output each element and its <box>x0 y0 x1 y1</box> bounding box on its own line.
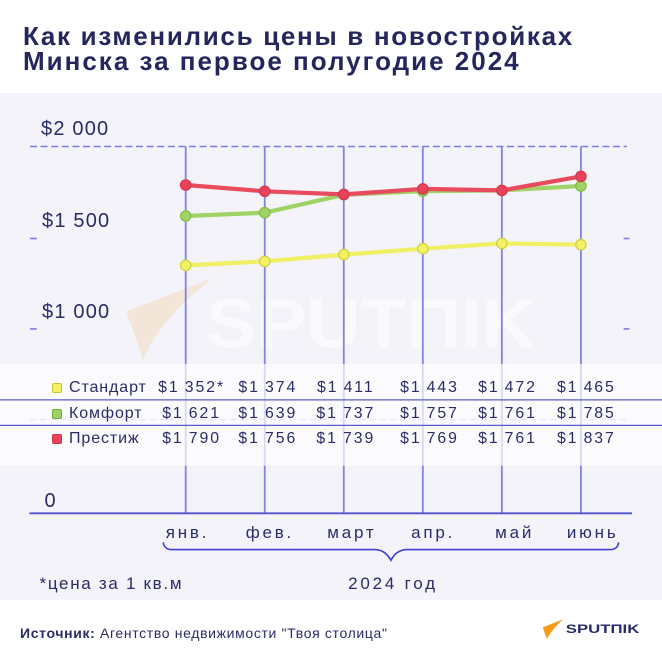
svg-text:SPUTΠIK: SPUTΠIK <box>206 285 536 363</box>
svg-text:SPUTΠIK: SPUTΠIK <box>566 622 640 636</box>
